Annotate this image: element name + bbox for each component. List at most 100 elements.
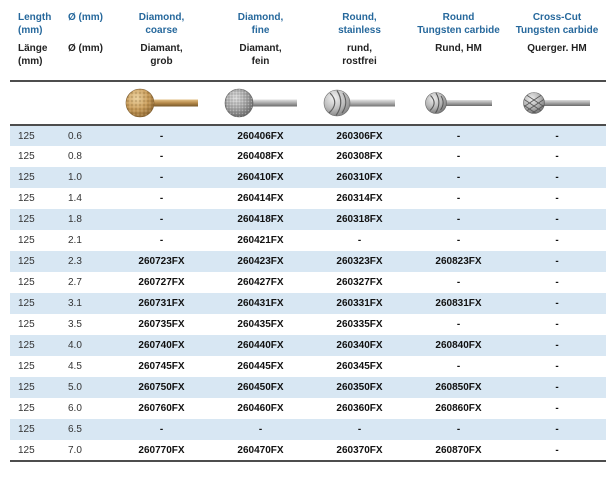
product-code-cell: 260731FX xyxy=(138,298,185,309)
table-row: 125 6.0 260760FX 260460FX 260360FX 260860FX - xyxy=(10,398,606,419)
length-cell: 125 xyxy=(18,235,35,246)
product-code-cell: - xyxy=(456,277,461,288)
product-code-cell: 260770FX xyxy=(112,440,211,462)
header-round-tungsten-en: Round Tungsten carbide xyxy=(417,12,500,36)
header-length-en: Length (mm) xyxy=(18,12,52,36)
product-code-cell: 260350FX xyxy=(336,382,383,393)
round-tungsten-carbide-burr-image xyxy=(424,92,492,114)
length-cell: 125 xyxy=(18,151,35,162)
product-code-cell: 260308FX xyxy=(336,151,383,162)
table-row: 125 1.4 - 260414FX 260314FX - - xyxy=(10,188,606,209)
diameter-cell: 3.1 xyxy=(68,298,82,309)
cross-cut-tungsten-carbide-burr-image xyxy=(523,92,590,114)
diameter-cell: 4.5 xyxy=(68,361,82,372)
table-row: 125 4.0 260740FX 260440FX 260340FX 260840FX - xyxy=(10,335,606,356)
product-code-cell: - xyxy=(159,214,164,225)
product-code-cell: - xyxy=(508,440,606,462)
header-round-tungsten-de: Rund, HM xyxy=(435,43,482,54)
diameter-cell: 0.6 xyxy=(68,130,82,142)
product-code-cell: - xyxy=(555,277,559,288)
header-diameter-de: Ø (mm) xyxy=(68,43,103,54)
product-code-cell: - xyxy=(159,235,164,246)
product-code-cell: 260727FX xyxy=(138,277,185,288)
length-cell: 125 xyxy=(18,214,35,225)
length-cell: 125 xyxy=(18,298,35,309)
product-code-cell: 260335FX xyxy=(336,319,383,330)
product-code-cell: 260406FX xyxy=(237,130,284,142)
diameter-cell: 6.0 xyxy=(68,403,82,414)
table-row: 125 6.5 - - - - - xyxy=(10,419,606,440)
product-code-cell: - xyxy=(555,424,559,435)
length-cell: 125 xyxy=(18,361,35,372)
header-diamond-coarse-de: Diamant, grob xyxy=(140,43,183,67)
table-body: 125 0.6 - 260406FX 260306FX - - 125 0.8 - 260408FX… xyxy=(10,125,606,462)
header-length-de: Länge (mm) xyxy=(18,43,48,67)
product-code-cell: - xyxy=(555,256,559,267)
product-code-cell: 260331FX xyxy=(336,298,383,309)
product-code-cell: 260423FX xyxy=(237,256,284,267)
product-code-cell: - xyxy=(555,214,559,225)
product-code-cell: - xyxy=(456,235,461,246)
product-code-cell: 260327FX xyxy=(336,277,383,288)
header-row-german: Länge (mm) Ø (mm) Diamant, grob Diamant,… xyxy=(10,37,606,81)
diamond-coarse-burr-image xyxy=(125,88,198,118)
table-row: 125 4.5 260745FX 260445FX 260345FX - - xyxy=(10,356,606,377)
product-code-cell: 260431FX xyxy=(237,298,284,309)
table-row: 125 0.8 - 260408FX 260308FX - - xyxy=(10,146,606,167)
diameter-cell: 2.1 xyxy=(68,235,82,246)
round-stainless-burr-image xyxy=(323,89,395,117)
length-cell: 125 xyxy=(18,172,35,183)
product-code-cell: 260831FX xyxy=(435,298,482,309)
product-code-cell: 260410FX xyxy=(237,172,284,183)
product-code-cell: 260427FX xyxy=(237,277,284,288)
header-crosscut-tungsten-de: Querger. HM xyxy=(527,43,587,54)
table-row: 125 2.7 260727FX 260427FX 260327FX - - xyxy=(10,272,606,293)
product-code-cell: 260345FX xyxy=(336,361,383,372)
product-code-cell: - xyxy=(555,340,559,351)
header-row-english: Length (mm) Ø (mm) Diamond, coarse Diamo… xyxy=(10,6,606,37)
product-code-cell: - xyxy=(456,424,461,435)
diameter-cell: 3.5 xyxy=(68,319,82,330)
product-code-cell: - xyxy=(159,424,164,435)
product-code-cell: - xyxy=(456,130,461,142)
product-code-cell: - xyxy=(555,382,559,393)
table-row: 125 2.3 260723FX 260423FX 260323FX 260823FX - xyxy=(10,251,606,272)
product-code-cell: 260450FX xyxy=(237,382,284,393)
header-diamond-fine-de: Diamant, fein xyxy=(239,43,282,67)
length-cell: 125 xyxy=(18,403,35,414)
product-code-cell: - xyxy=(456,193,461,204)
diameter-cell: 1.4 xyxy=(68,193,82,204)
diameter-cell: 6.5 xyxy=(68,424,82,435)
product-code-cell: - xyxy=(456,214,461,225)
length-cell: 125 xyxy=(18,340,35,351)
length-cell: 125 xyxy=(18,382,35,393)
product-code-cell: 260750FX xyxy=(138,382,185,393)
header-round-stainless-de: rund, rostfrei xyxy=(342,43,377,67)
product-code-cell: - xyxy=(258,424,263,435)
header-crosscut-tungsten-en: Cross-Cut Tungsten carbide xyxy=(515,12,599,36)
product-code-cell: - xyxy=(555,151,559,162)
header-diamond-fine-en: Diamond, fine xyxy=(237,12,284,36)
header-diameter-en: Ø (mm) xyxy=(68,12,103,23)
product-code-cell: 260823FX xyxy=(435,256,482,267)
product-code-cell: 260460FX xyxy=(237,403,284,414)
diameter-cell: 4.0 xyxy=(68,340,82,351)
table-row: 125 5.0 260750FX 260450FX 260350FX 260850FX - xyxy=(10,377,606,398)
product-code-cell: 260318FX xyxy=(336,214,383,225)
product-code-cell: - xyxy=(456,361,461,372)
product-code-cell: 260408FX xyxy=(237,151,284,162)
product-code-cell: - xyxy=(555,130,559,142)
table-row: 125 0.6 - 260406FX 260306FX - - xyxy=(10,125,606,146)
product-code-cell: 260840FX xyxy=(435,340,482,351)
product-code-cell: 260723FX xyxy=(138,256,185,267)
length-cell: 125 xyxy=(18,256,35,267)
length-cell: 125 xyxy=(10,440,60,462)
diameter-cell: 2.7 xyxy=(68,277,82,288)
product-code-cell: 260435FX xyxy=(237,319,284,330)
product-code-cell: 260370FX xyxy=(310,440,409,462)
table-row: 125 1.8 - 260418FX 260318FX - - xyxy=(10,209,606,230)
product-code-cell: - xyxy=(159,151,164,162)
product-code-cell: 260314FX xyxy=(336,193,383,204)
diameter-cell: 7.0 xyxy=(60,440,112,462)
product-code-cell: 260418FX xyxy=(237,214,284,225)
